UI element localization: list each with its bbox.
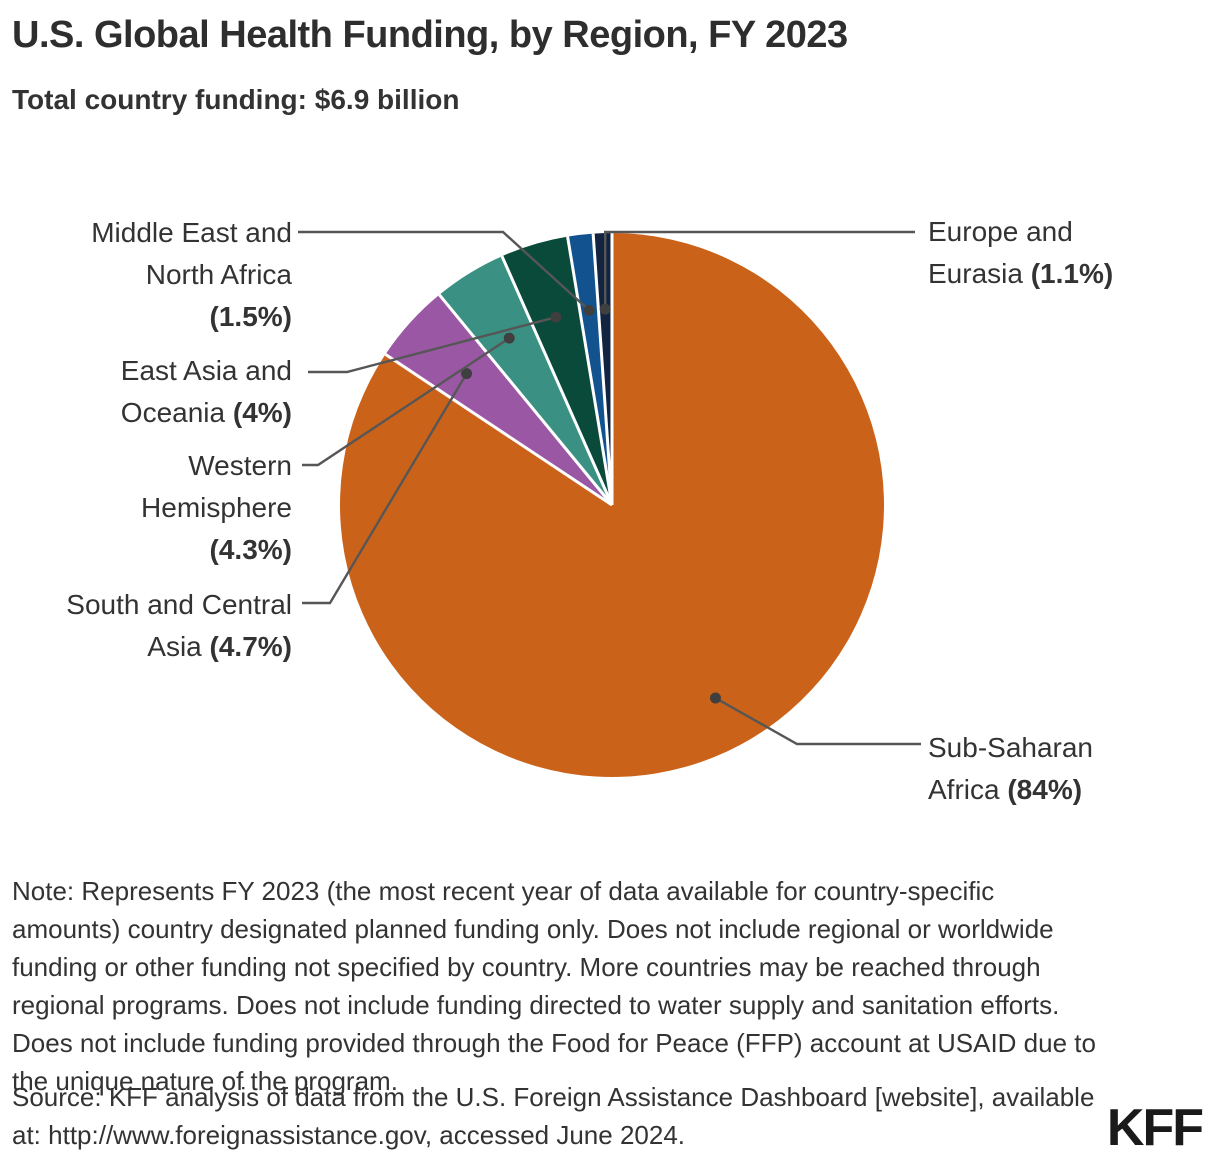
slice-separator	[500, 255, 614, 506]
leader-line-east-asia-and-oceania	[308, 316, 557, 374]
leader-line-europe-and-eurasia	[604, 230, 915, 310]
pie-chart-area: Sub-Saharan Africa (84%) South and Central…	[66, 216, 1113, 805]
leader-dot-europe-and-eurasia	[599, 303, 611, 315]
slice-separator	[591, 233, 614, 506]
leader-dot-sub-saharan-africa	[709, 692, 721, 704]
chart-title: U.S. Global Health Funding, by Region, F…	[12, 14, 848, 56]
leader-dot-south-and-central-asia	[461, 368, 473, 380]
source-text: Source: KFF analysis of data from the U.…	[12, 1082, 1095, 1150]
note-text: Note: Represents FY 2023 (the most recen…	[12, 876, 1096, 1096]
leader-line-sub-saharan-africa	[714, 696, 921, 746]
leader-dot-east-asia-and-oceania	[550, 311, 562, 323]
slice-separator	[566, 236, 614, 506]
slice-separator	[438, 293, 614, 506]
pie-slice-east-asia-and-oceania	[501, 236, 612, 505]
chart-subtitle: Total country funding: $6.9 billion	[12, 84, 460, 115]
pie-slice-western-hemisphere	[439, 256, 612, 505]
leader-line-middle-east-and-north-africa	[298, 230, 590, 312]
leader-dot-western-hemisphere	[503, 332, 515, 344]
leader-line-south-and-central-asia	[302, 372, 468, 605]
leader-dot-middle-east-and-north-africa	[583, 304, 595, 316]
kff-logo: KFF	[1106, 1099, 1204, 1157]
slice-separator	[384, 353, 613, 507]
pie-chart-svg	[298, 230, 921, 778]
leader-line-western-hemisphere	[302, 337, 510, 467]
